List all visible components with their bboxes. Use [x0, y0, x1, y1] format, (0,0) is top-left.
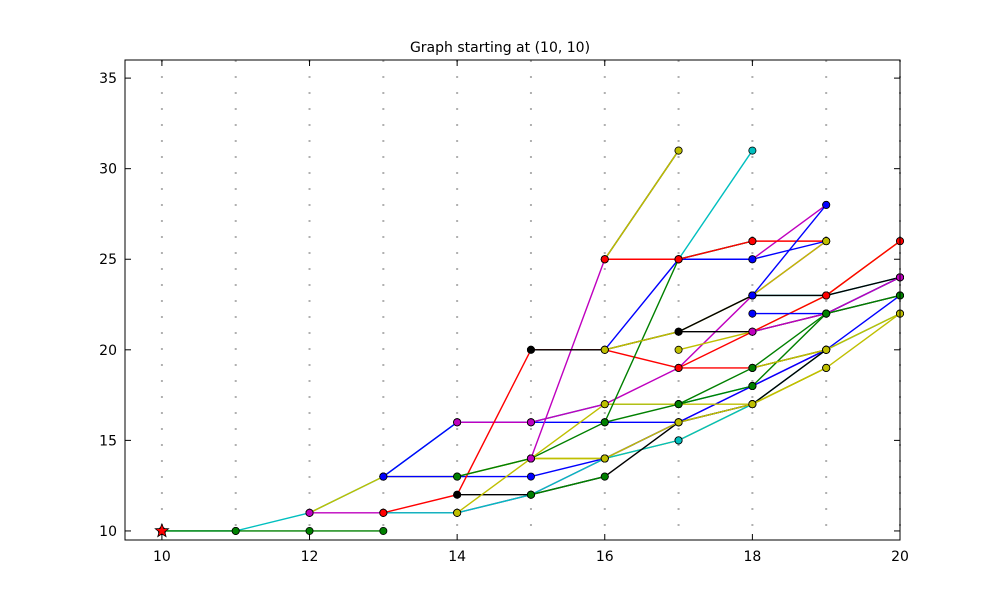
data-point — [231, 526, 240, 535]
data-point — [600, 418, 609, 427]
data-point — [674, 327, 683, 336]
series-line-19 — [677, 150, 753, 260]
chart-title: Graph starting at (10, 10) — [410, 40, 590, 56]
data-point — [822, 237, 831, 246]
data-point — [822, 345, 831, 354]
grid-lines — [160, 60, 901, 540]
marker-layer — [154, 146, 905, 538]
start-star-marker — [154, 522, 170, 538]
data-point — [674, 255, 683, 264]
data-point — [600, 454, 609, 463]
x-tick-label: 16 — [596, 549, 614, 565]
data-point — [379, 526, 388, 535]
y-tick-label: 15 — [99, 433, 117, 449]
series-line-22 — [604, 240, 827, 260]
data-point — [526, 418, 535, 427]
data-point — [600, 345, 609, 354]
data-point — [453, 508, 462, 517]
data-point — [674, 363, 683, 372]
series-line-11 — [530, 475, 605, 496]
data-point — [674, 146, 683, 155]
series-line-25 — [678, 276, 901, 333]
series-line-31 — [752, 312, 901, 369]
data-point — [600, 472, 609, 481]
data-point — [305, 526, 314, 535]
series-line-32 — [751, 294, 901, 369]
data-point — [453, 472, 462, 481]
series-line-18 — [604, 150, 680, 260]
data-point — [674, 436, 683, 445]
data-point — [453, 490, 462, 499]
y-tick-label: 10 — [99, 524, 117, 540]
data-point — [748, 146, 757, 155]
y-tick-label: 20 — [99, 343, 117, 359]
y-tick-label: 35 — [99, 71, 117, 87]
data-point — [822, 363, 831, 372]
data-point — [822, 309, 831, 318]
data-point — [379, 508, 388, 517]
series-line-33 — [751, 204, 827, 296]
plot-frame — [124, 59, 901, 541]
x-tick-label: 14 — [448, 549, 466, 565]
series-line-16 — [530, 294, 901, 351]
data-point — [305, 508, 314, 517]
data-point — [674, 345, 683, 354]
y-tick-label: 30 — [99, 162, 117, 178]
data-point — [822, 291, 831, 300]
data-point — [748, 327, 757, 336]
data-point — [600, 255, 609, 264]
series-line-9 — [457, 349, 827, 496]
x-tick-label: 20 — [891, 549, 909, 565]
data-point — [748, 400, 757, 409]
data-point — [822, 200, 831, 209]
data-point — [453, 418, 462, 427]
data-point — [748, 309, 757, 318]
data-point — [526, 490, 535, 499]
x-tick-label: 12 — [301, 549, 319, 565]
data-point — [600, 400, 609, 409]
data-point — [526, 472, 535, 481]
data-point — [526, 454, 535, 463]
axis-ticks: 10 12 14 16 18 20 10 15 20 25 30 35 — [99, 60, 909, 565]
data-point — [748, 255, 757, 264]
x-tick-label: 18 — [743, 549, 761, 565]
data-point — [748, 363, 757, 372]
data-point — [748, 237, 757, 246]
data-point — [674, 400, 683, 409]
data-point — [748, 382, 757, 391]
data-point — [674, 418, 683, 427]
x-tick-label: 10 — [153, 549, 171, 565]
y-tick-label: 25 — [99, 252, 117, 268]
data-point — [748, 291, 757, 300]
series-line-8 — [383, 349, 827, 514]
data-point — [526, 345, 535, 354]
data-point — [379, 472, 388, 481]
